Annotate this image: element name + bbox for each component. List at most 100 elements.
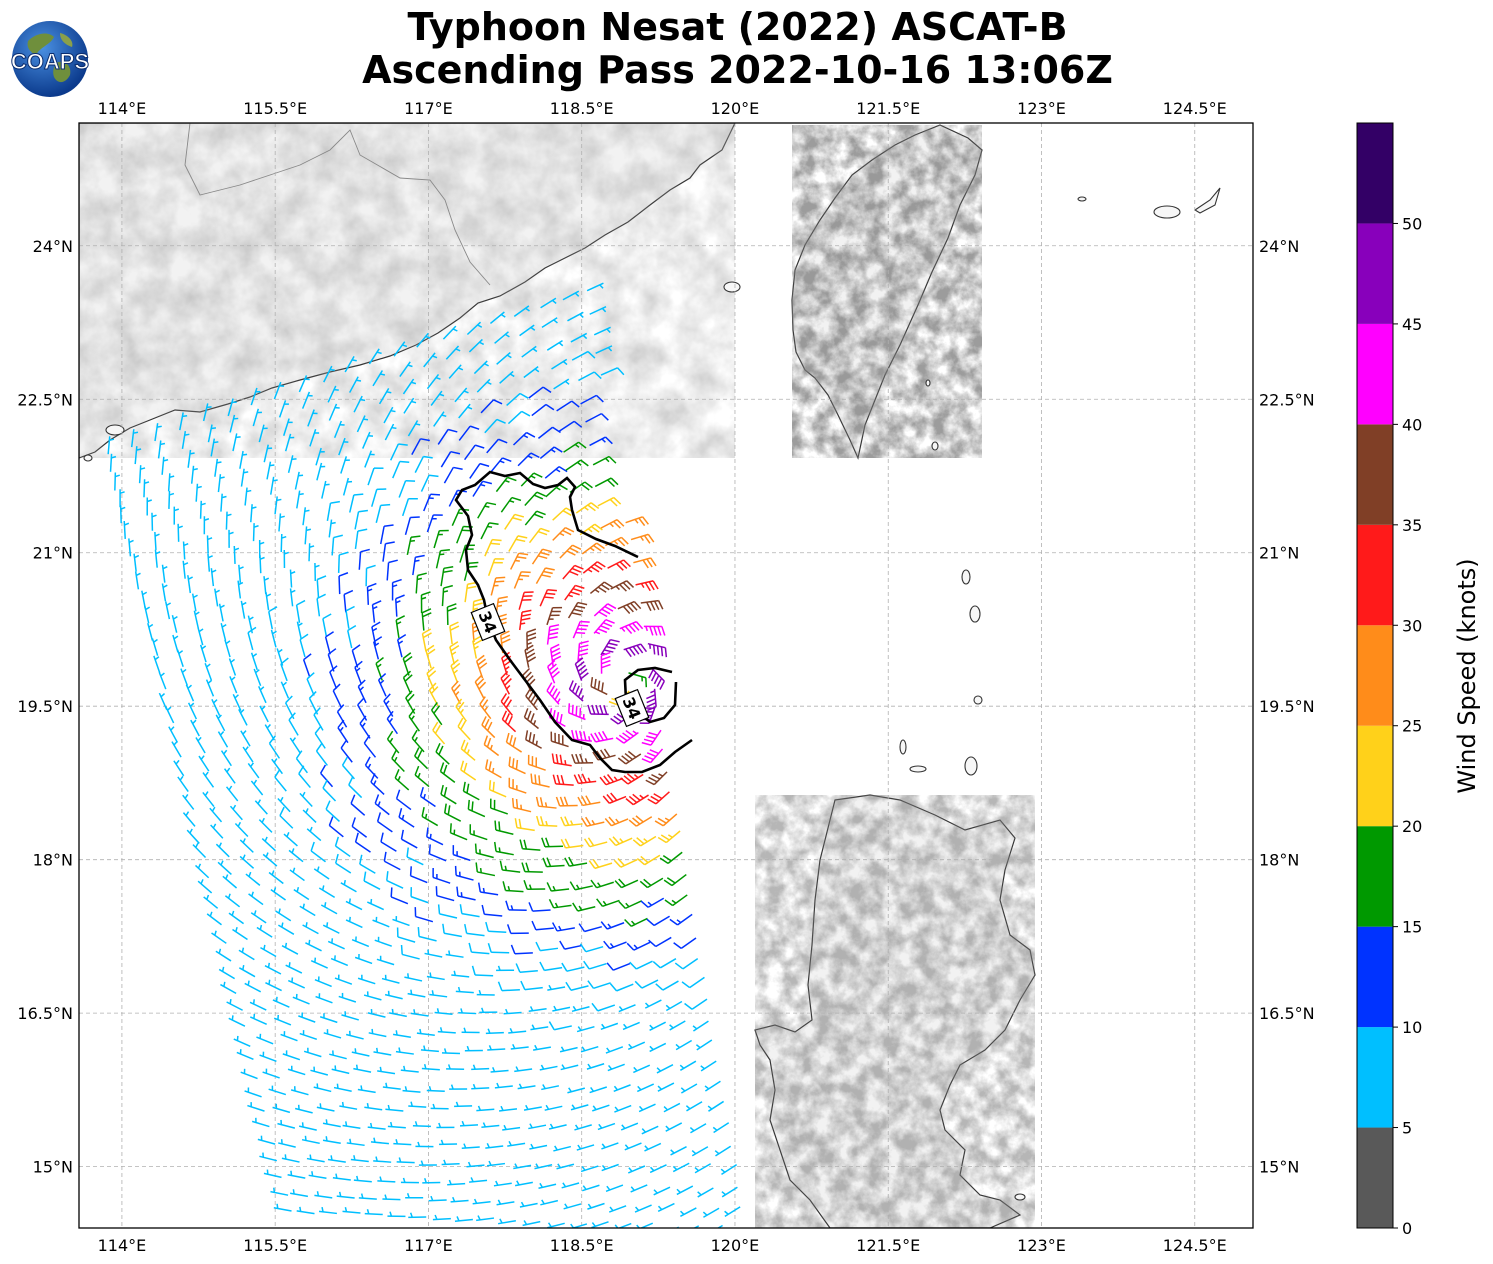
wind-barb [229,414,239,433]
wind-barb [392,460,410,479]
wind-barb [329,665,338,689]
wind-barb [295,750,308,774]
wind-barb [552,526,575,541]
wind-barb [481,716,496,739]
wind-barb [168,490,175,509]
wind-barb [556,400,580,412]
wind-barb [548,898,572,909]
lon-tick-label: 124.5°E [1163,1236,1227,1255]
wind-barb [458,403,473,419]
wind-barb [430,390,445,406]
wind-barb [154,423,162,442]
wind-barb [340,880,357,893]
wind-barb [283,549,290,568]
wind-barb [526,628,537,651]
wind-barb [288,848,304,863]
wind-barb [406,847,424,866]
contour-34kt-inner-a [623,666,673,701]
wind-barb [707,1100,725,1112]
wind-barb [207,424,217,443]
wind-barb [559,940,583,950]
wind-barb [503,1008,522,1015]
wind-barb [507,410,531,425]
wind-barb [351,644,361,668]
wind-barb [464,1045,483,1052]
wind-barb [589,1086,608,1094]
wind-barb [321,480,330,499]
wind-barb [647,791,670,805]
wind-barb [387,1211,406,1218]
map-frame [78,122,1254,1229]
wind-barb [568,680,585,702]
wind-barb [537,426,561,439]
wind-barb [249,999,267,1011]
wind-barb [581,542,605,555]
wind-barb [365,564,376,587]
wind-barb [483,735,500,757]
axis-tick-labels: 114°E 114°E 115.5°E 115.5°E 117°E 117°E 118.5°… [17,99,1314,1255]
wind-barb [560,1064,579,1071]
wind-barb [702,1207,720,1218]
wind-barb [445,950,464,958]
wind-barb [273,381,285,400]
wind-barb [293,887,310,901]
wind-barb [389,443,408,461]
wind-barb [600,651,611,674]
colorbar-tick-label: 35 [1402,516,1422,535]
wind-barb [315,742,328,766]
wind-barb [588,859,613,870]
wind-barb [331,1065,350,1075]
wind-barb [289,569,296,588]
lat-tick-label-right: 19.5°N [1259,697,1315,716]
wind-barb [620,773,644,785]
wind-barb [479,1007,498,1014]
lon-tick-label: 120°E [711,1236,760,1255]
wind-barb [182,794,195,810]
wind-barb [561,962,585,972]
wind-barb [446,603,457,626]
wind-barb [412,554,425,576]
wind-barb [236,1049,254,1060]
wind-barb [128,538,134,557]
wind-barb [263,576,270,595]
wind-barb [342,1206,361,1214]
wind-barb [270,476,278,495]
wind-barb [456,886,476,901]
colorbar-tick-label: 5 [1402,1119,1412,1138]
wind-barb [371,488,387,507]
colorbar-bin-4 [1357,725,1393,827]
wind-barb [627,1165,646,1174]
wind-barb [544,466,568,479]
wind-barb [591,1221,609,1228]
wind-barb [441,1048,461,1055]
wind-barb [426,1085,445,1092]
wind-barb [490,457,512,473]
wind-barb [220,493,227,512]
wind-barb [195,736,206,754]
wind-barb [452,845,471,862]
wind-barb [507,1140,526,1147]
wind-barb [374,794,390,816]
wind-barb [133,553,140,572]
wind-barb [570,332,588,343]
wind-barb [541,837,563,848]
wind-barb [570,1223,588,1228]
wind-barb [450,1196,469,1203]
wind-barb [400,944,420,960]
wind-barb [580,1045,599,1053]
wind-barb [494,1082,513,1089]
wind-barb [460,760,477,781]
wind-barb [304,526,312,545]
wind-barb [633,1064,651,1074]
lon-tick-label: 115.5°E [243,99,307,118]
wind-barb [530,773,550,788]
wind-barb [454,865,474,881]
wind-barb [328,816,344,838]
wind-barb [400,1065,419,1073]
wind-barb [187,575,193,594]
wind-barb [700,1060,717,1072]
wind-barb [643,625,666,636]
wind-barb [357,974,376,985]
wind-barb [443,466,463,484]
wind-barb [524,510,546,526]
